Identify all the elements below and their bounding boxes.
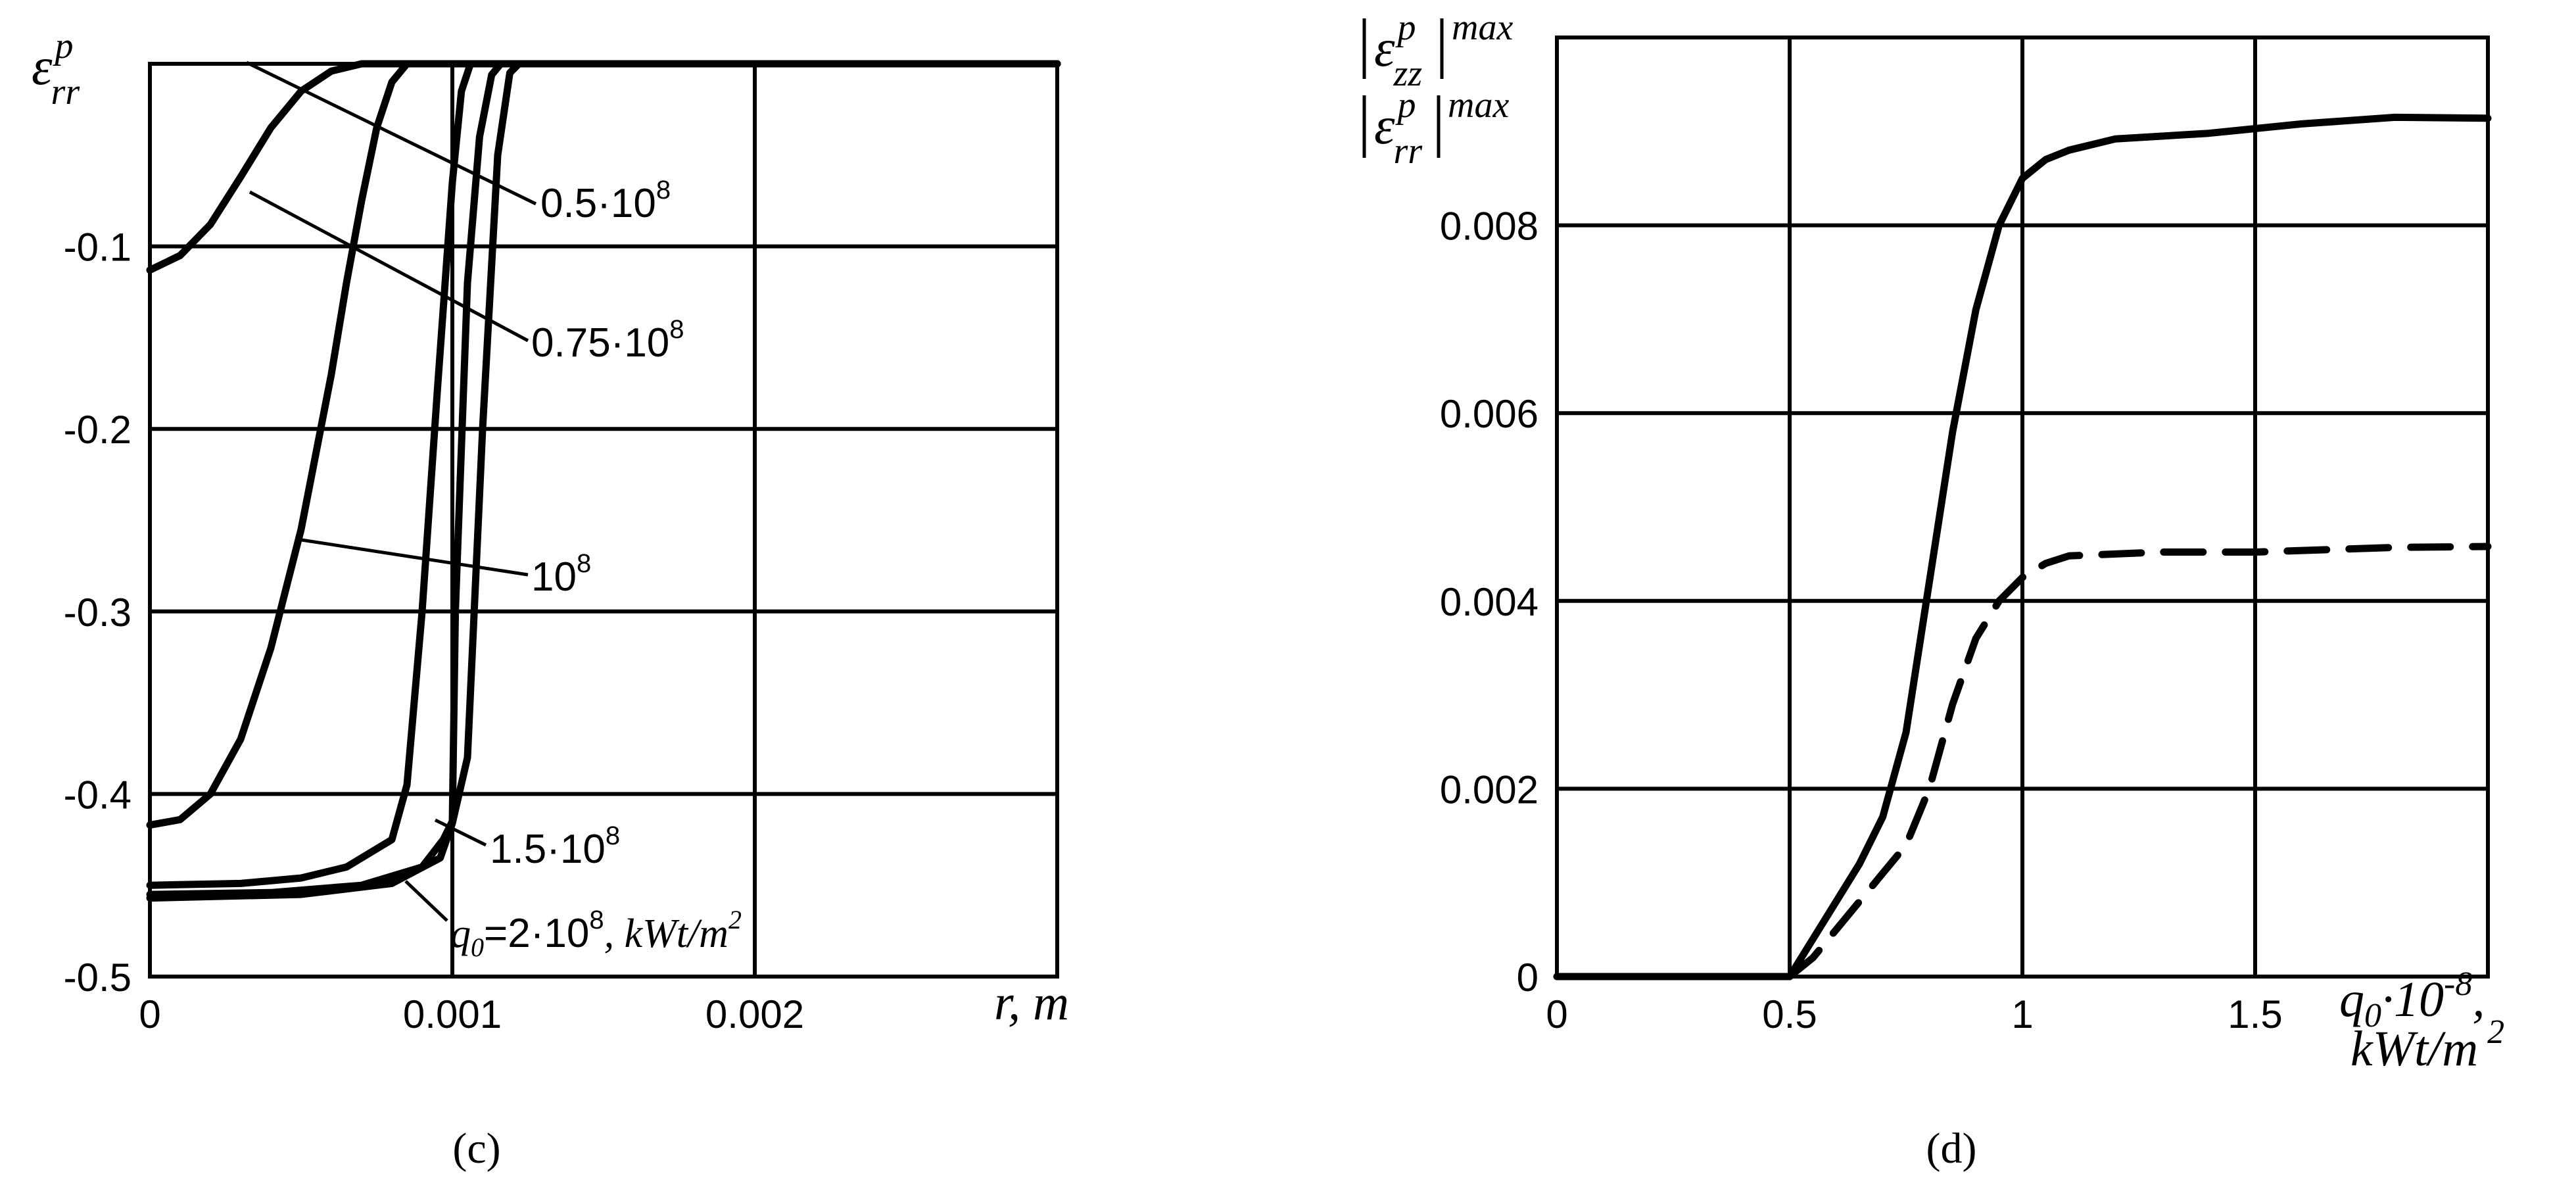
leader-c-0-5e8 bbox=[245, 61, 537, 206]
series-line-d-0 bbox=[1553, 113, 2492, 981]
label-c-1-5e8: 1.5·108 bbox=[490, 821, 620, 872]
y-tick-label: -0.3 bbox=[64, 591, 131, 635]
leader-c-q0 bbox=[404, 880, 448, 922]
leader-c-1e8 bbox=[297, 537, 529, 577]
chart-c-leader-lines bbox=[245, 61, 537, 922]
x-tick-label: 0.001 bbox=[403, 992, 502, 1036]
x-tick-label: 0 bbox=[139, 992, 160, 1036]
chart-d-grid bbox=[1555, 36, 2490, 979]
chart-d-xlabel-line2: kWt/m 2 bbox=[2350, 1013, 2504, 1077]
x-tick-label: 0.002 bbox=[705, 992, 804, 1036]
y-tick-label: 0.008 bbox=[1440, 205, 1538, 249]
x-tick-label: 1.5 bbox=[2228, 992, 2282, 1036]
chart-d-ylabel-bottom-max: max bbox=[1448, 85, 1509, 126]
series-line-c-0 bbox=[146, 60, 1061, 274]
chart-d-xlabel-line1: q0·10-8, bbox=[2339, 965, 2485, 1034]
label-c-0-75e8: 0.75·108 bbox=[531, 315, 684, 366]
chart-c-ylabel: εp rr bbox=[32, 26, 80, 112]
series-line-c-2 bbox=[146, 60, 1061, 889]
chart-d-caption: (d) bbox=[1926, 1125, 1977, 1173]
leader-c-1-5e8 bbox=[434, 818, 487, 847]
y-tick-label: -0.1 bbox=[64, 226, 131, 270]
y-tick-label: 0.006 bbox=[1440, 392, 1538, 436]
chart-d-ylabel-bottom: εp rr bbox=[1374, 85, 1422, 172]
y-tick-label: 0.002 bbox=[1440, 767, 1538, 812]
chart-c-xlabel: r, m bbox=[994, 975, 1069, 1030]
y-tick-label: 0.004 bbox=[1440, 580, 1538, 624]
chart-d-curves bbox=[1553, 113, 2492, 981]
series-line-c-1 bbox=[146, 60, 1061, 829]
chart-c-curves bbox=[146, 60, 1061, 902]
leader-c-0-75e8 bbox=[249, 190, 529, 343]
chart-c: 0.5·108 0.75·108 108 1.5·108 q0=2·108, k… bbox=[32, 26, 1069, 1173]
label-c-0-5e8: 0.5·108 bbox=[540, 176, 671, 226]
y-tick-label: 0 bbox=[1517, 956, 1538, 1000]
y-tick-label: -0.5 bbox=[64, 956, 131, 1000]
chart-d-tick-labels: 0 0.5 1 1.5 0 0.002 0.004 0.006 0.008 bbox=[1440, 205, 2283, 1036]
chart-d: 0 0.5 1 1.5 0 0.002 0.004 0.006 0.008 εp zz max ε… bbox=[1362, 7, 2504, 1173]
label-c-1e8: 108 bbox=[531, 549, 591, 600]
chart-c-annotations: 0.5·108 0.75·108 108 1.5·108 q0=2·108, k… bbox=[450, 176, 742, 962]
chart-d-ylabel: εp zz max εp rr max bbox=[1362, 7, 1513, 172]
y-tick-label: -0.2 bbox=[64, 408, 131, 452]
chart-d-ylabel-top-max: max bbox=[1452, 7, 1513, 48]
y-tick-label: -0.4 bbox=[64, 773, 131, 817]
chart-d-ylabel-top: εp zz bbox=[1374, 7, 1422, 94]
chart-c-tick-labels: 0 0.001 0.002 -0.1 -0.2 -0.3 -0.4 -0.5 bbox=[64, 226, 804, 1036]
series-line-d-1 bbox=[1786, 543, 2492, 981]
x-tick-label: 0.5 bbox=[1762, 992, 1817, 1036]
series-line-c-4 bbox=[146, 60, 1061, 902]
label-c-q0: q0=2·108, kWt/m2 bbox=[450, 905, 742, 962]
x-tick-label: 0 bbox=[1546, 992, 1567, 1036]
chart-c-caption: (c) bbox=[452, 1125, 500, 1173]
x-tick-label: 1 bbox=[2011, 992, 2033, 1036]
